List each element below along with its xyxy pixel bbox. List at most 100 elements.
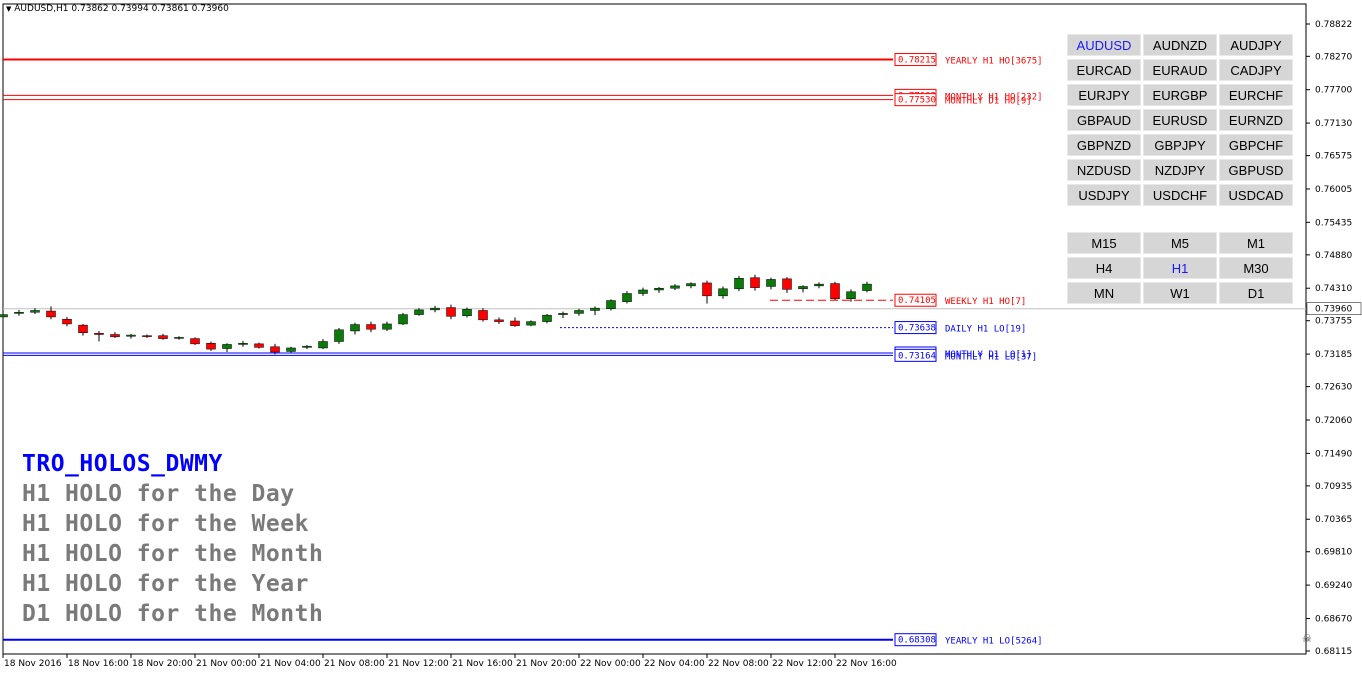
level-price-box <box>894 293 937 307</box>
skull-icon: ☠ <box>1302 632 1312 645</box>
candle-body <box>0 314 8 318</box>
candle-body <box>366 324 376 330</box>
symbol-button-gbpaud[interactable]: GBPAUD <box>1067 109 1141 131</box>
x-tick-label: 22 Nov 16:00 <box>836 659 897 669</box>
timeframe-button-m15[interactable]: M15 <box>1067 232 1141 254</box>
symbol-button-eurusd[interactable]: EURUSD <box>1143 109 1217 131</box>
symbol-button-cadjpy[interactable]: CADJPY <box>1219 59 1293 81</box>
candle-body <box>590 307 600 311</box>
timeframe-button-mn[interactable]: MN <box>1067 282 1141 304</box>
symbol-button-eurgbp[interactable]: EURGBP <box>1143 84 1217 106</box>
candle-body <box>30 310 40 313</box>
symbol-button-gbpusd[interactable]: GBPUSD <box>1219 159 1293 181</box>
symbol-button-eurcad[interactable]: EURCAD <box>1067 59 1141 81</box>
level-price-box <box>894 633 937 647</box>
y-tick-label: 0.78822 <box>1315 20 1352 30</box>
candle-body <box>782 278 792 290</box>
timeframe-button-m1[interactable]: M1 <box>1219 232 1293 254</box>
y-tick-label: 0.69810 <box>1315 548 1352 558</box>
y-tick-label: 0.77700 <box>1315 86 1352 96</box>
candle-body <box>750 277 760 288</box>
candle-body <box>334 329 344 342</box>
x-tick-label: 18 Nov 16:00 <box>68 659 129 669</box>
level-label: YEARLY H1 HO[3675] <box>945 57 1043 67</box>
symbol-button-nzdusd[interactable]: NZDUSD <box>1067 159 1141 181</box>
candle-body <box>206 343 216 350</box>
symbol-button-usdcad[interactable]: USDCAD <box>1219 184 1293 206</box>
x-tick-label: 21 Nov 00:00 <box>196 659 257 669</box>
candle-body <box>46 310 56 318</box>
symbol-button-nzdjpy[interactable]: NZDJPY <box>1143 159 1217 181</box>
legend-line: H1 HOLO for the Year <box>22 571 309 597</box>
y-tick-label: 0.74310 <box>1315 284 1352 294</box>
ohlc-readout: 0.73862 0.73994 0.73861 0.73960 <box>71 4 229 14</box>
symbol-button-usdchf[interactable]: USDCHF <box>1143 184 1217 206</box>
level-label: MONTHLY H1 HO[232] <box>945 92 1043 102</box>
symbol-button-audjpy[interactable]: AUDJPY <box>1219 34 1293 56</box>
x-tick-label: 22 Nov 04:00 <box>644 659 705 669</box>
legend-line: H1 HOLO for the Week <box>22 511 309 537</box>
x-tick-label: 21 Nov 12:00 <box>388 659 449 669</box>
level-label: WEEKLY H1 HO[7] <box>945 297 1026 307</box>
symbol-button-gbpnzd[interactable]: GBPNZD <box>1067 134 1141 156</box>
candle-body <box>846 291 856 300</box>
candle-body <box>766 279 776 287</box>
candle-body <box>318 341 328 349</box>
candle-body <box>398 314 408 325</box>
candle-body <box>574 310 584 314</box>
y-tick-label: 0.74880 <box>1315 251 1352 261</box>
timeframe-button-m5[interactable]: M5 <box>1143 232 1217 254</box>
dropdown-triangle-icon[interactable]: ▼ <box>6 5 12 13</box>
candle-body <box>862 283 872 291</box>
timeframe-button-h4[interactable]: H4 <box>1067 257 1141 279</box>
symbol-button-eurjpy[interactable]: EURJPY <box>1067 84 1141 106</box>
symbol-button-audnzd[interactable]: AUDNZD <box>1143 34 1217 56</box>
candle-body <box>830 283 840 300</box>
symbol-button-euraud[interactable]: EURAUD <box>1143 59 1217 81</box>
level-label: MONTHLY D1 LO[1] <box>945 350 1032 360</box>
candle-body <box>478 310 488 321</box>
candle-body <box>798 286 808 290</box>
chart-header: ▼ AUDUSD,H1 0.73862 0.73994 0.73861 0.73… <box>6 4 229 14</box>
symbol-timeframe: AUDUSD,H1 <box>14 4 69 14</box>
level-price-label: 0.74105 <box>898 296 936 306</box>
candle-body <box>510 320 520 326</box>
level-price-box <box>894 348 937 362</box>
candle-body <box>558 313 568 315</box>
candle-body <box>222 344 232 349</box>
symbol-button-usdjpy[interactable]: USDJPY <box>1067 184 1141 206</box>
symbol-button-audusd[interactable]: AUDUSD <box>1067 34 1141 56</box>
x-tick-label: 22 Nov 08:00 <box>708 659 769 669</box>
candle-body <box>542 314 552 322</box>
y-tick-label: 0.70365 <box>1315 515 1352 525</box>
candle-body <box>110 334 120 338</box>
candle-body <box>254 343 264 348</box>
symbol-button-gbpchf[interactable]: GBPCHF <box>1219 134 1293 156</box>
candle-body <box>638 289 648 294</box>
y-tick-label: 0.69240 <box>1315 581 1352 591</box>
candle-body <box>462 309 472 316</box>
timeframe-button-d1[interactable]: D1 <box>1219 282 1293 304</box>
candle-body <box>718 288 728 297</box>
symbol-button-gbpjpy[interactable]: GBPJPY <box>1143 134 1217 156</box>
candle-body <box>606 300 616 309</box>
symbol-button-eurchf[interactable]: EURCHF <box>1219 84 1293 106</box>
candle-body <box>814 283 824 287</box>
level-price-label: 0.73638 <box>898 324 936 334</box>
candle-body <box>94 333 104 335</box>
timeframe-button-w1[interactable]: W1 <box>1143 282 1217 304</box>
legend-line: H1 HOLO for the Day <box>22 481 295 507</box>
level-price-label: 0.68308 <box>898 636 936 646</box>
current-price-label: 0.73960 <box>1315 305 1352 315</box>
timeframe-button-m30[interactable]: M30 <box>1219 257 1293 279</box>
candle-body <box>174 337 184 339</box>
x-tick-label: 21 Nov 20:00 <box>516 659 577 669</box>
x-tick-label: 21 Nov 04:00 <box>260 659 321 669</box>
y-tick-label: 0.68670 <box>1315 614 1352 624</box>
timeframe-button-h1[interactable]: H1 <box>1143 257 1217 279</box>
candle-body <box>142 335 152 337</box>
candle-body <box>158 335 168 339</box>
x-tick-label: 18 Nov 2016 <box>4 659 62 669</box>
symbol-button-eurnzd[interactable]: EURNZD <box>1219 109 1293 131</box>
